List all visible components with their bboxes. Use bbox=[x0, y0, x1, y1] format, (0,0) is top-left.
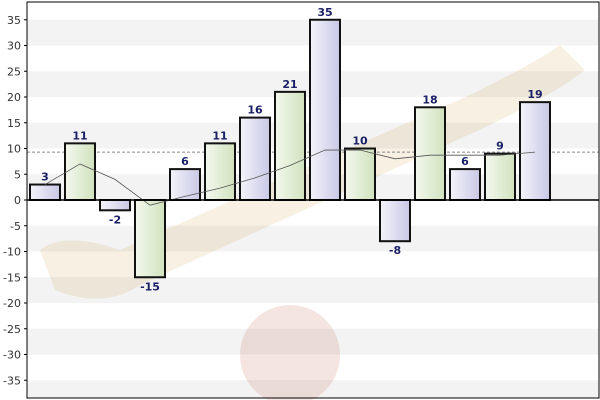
y-tick-label: -35 bbox=[3, 374, 21, 387]
axes: 35 30 25 20 15 10 5 0 -5 -10 -15 -20 -25 -30 -35 bbox=[3, 1, 600, 399]
watermark-circle bbox=[240, 305, 340, 400]
bar bbox=[344, 147, 376, 201]
bar bbox=[169, 168, 201, 202]
data-label: 21 bbox=[282, 78, 297, 91]
y-tick-label: 15 bbox=[7, 117, 21, 130]
data-label: 10 bbox=[352, 135, 368, 148]
bar bbox=[309, 18, 341, 201]
y-tick-label: 25 bbox=[7, 65, 21, 78]
y-tick-label: 35 bbox=[7, 14, 21, 27]
bar bbox=[484, 152, 516, 201]
y-tick-label: 0 bbox=[14, 194, 21, 207]
data-label: 18 bbox=[422, 93, 437, 106]
bar bbox=[134, 199, 166, 279]
data-label: 16 bbox=[247, 104, 263, 117]
data-label: -2 bbox=[109, 213, 121, 226]
grid-band bbox=[27, 225, 599, 252]
data-label: 6 bbox=[461, 155, 469, 168]
data-label: 11 bbox=[72, 129, 87, 142]
y-tick-label: 20 bbox=[7, 91, 21, 104]
data-label: -15 bbox=[140, 280, 160, 293]
y-tick-label: 30 bbox=[7, 40, 21, 53]
y-tick-label: -5 bbox=[10, 220, 21, 233]
data-label: -8 bbox=[389, 244, 401, 257]
data-label: 11 bbox=[212, 129, 227, 142]
data-label: 6 bbox=[181, 155, 189, 168]
data-label: 35 bbox=[317, 6, 332, 19]
y-tick-label: -30 bbox=[3, 349, 21, 362]
trend-line bbox=[44, 149, 536, 206]
y-tick-label: -20 bbox=[3, 297, 21, 310]
bar bbox=[274, 90, 306, 201]
bar bbox=[449, 168, 481, 202]
data-label: 19 bbox=[527, 88, 542, 101]
y-tick-label: -25 bbox=[3, 323, 21, 336]
bar bbox=[519, 101, 551, 201]
bar bbox=[64, 142, 96, 202]
data-label: 9 bbox=[496, 140, 504, 153]
grid-band bbox=[27, 380, 599, 398]
bar bbox=[29, 183, 61, 202]
bar bbox=[414, 106, 446, 201]
y-tick-label: -10 bbox=[3, 246, 21, 259]
y-tick-label: 5 bbox=[14, 168, 21, 181]
grid-band bbox=[27, 328, 599, 355]
bars bbox=[29, 18, 551, 279]
trend-line bbox=[44, 149, 536, 206]
data-label: 3 bbox=[41, 171, 49, 184]
grid-band bbox=[27, 277, 599, 303]
bar bbox=[99, 199, 131, 212]
y-tick-label: 10 bbox=[7, 143, 21, 156]
y-tick-label: -15 bbox=[3, 271, 21, 284]
data-labels: 3 11 -2 -15 6 11 16 21 35 10 -8 18 6 9 19 bbox=[41, 6, 542, 294]
bar bbox=[204, 142, 236, 202]
bar bbox=[239, 116, 271, 201]
bar bbox=[379, 199, 411, 243]
